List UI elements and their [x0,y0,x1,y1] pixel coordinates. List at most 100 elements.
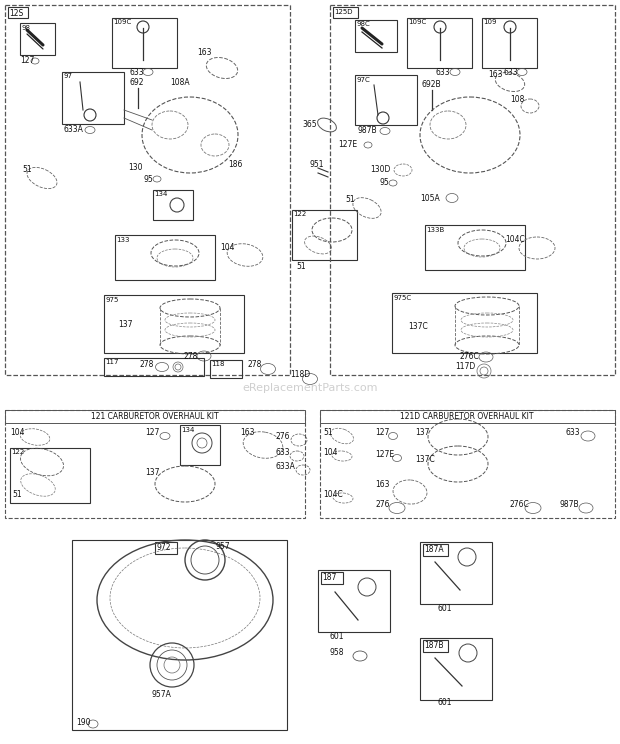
Text: 633: 633 [503,68,518,77]
Text: 104: 104 [10,428,25,437]
Text: 95: 95 [143,175,153,184]
Bar [5,5,290,375]
Text: 109C: 109C [113,19,131,25]
Text: 51: 51 [296,262,306,271]
Text: 187B: 187B [425,641,444,650]
Text: 98C: 98C [356,22,370,28]
Text: 163: 163 [488,70,502,79]
Text: 163: 163 [375,480,389,489]
Bar [407,18,472,68]
Text: 117: 117 [105,359,119,365]
Text: 137C: 137C [415,455,435,464]
Bar [425,225,525,270]
Text: 137: 137 [415,428,430,437]
Text: 108A: 108A [170,78,190,87]
Bar [482,18,537,68]
Bar [10,448,90,503]
Text: 97C: 97C [356,77,370,83]
Text: 137C: 137C [408,322,428,331]
Bar [8,7,28,18]
Text: 130: 130 [128,163,143,172]
Text: 121 CARBURETOR OVERHAUL KIT: 121 CARBURETOR OVERHAUL KIT [91,412,219,421]
Text: 134: 134 [154,191,168,197]
Bar [104,358,204,376]
Text: 276: 276 [375,500,389,509]
Bar [330,5,615,375]
Text: 692B: 692B [422,80,441,89]
Text: 958: 958 [330,648,345,657]
Text: 97: 97 [63,74,73,80]
Text: eReplacementParts.com: eReplacementParts.com [242,383,378,393]
Text: 187A: 187A [425,545,444,554]
Bar [112,18,177,68]
Text: 633: 633 [435,68,449,77]
Text: 95: 95 [380,178,390,187]
Text: 118D: 118D [290,370,310,379]
Text: 972: 972 [156,544,171,553]
Text: 957A: 957A [152,690,172,699]
Text: 276C: 276C [510,500,529,509]
Text: 121D CARBURETOR OVERHAUL KIT: 121D CARBURETOR OVERHAUL KIT [401,412,534,421]
Text: 951: 951 [310,160,324,169]
Text: 122: 122 [12,449,25,455]
Bar [392,293,537,353]
Bar [72,540,287,730]
Text: 108: 108 [510,95,525,104]
Text: 133B: 133B [427,226,445,232]
Text: 51: 51 [12,490,22,499]
Text: 137: 137 [118,320,133,329]
Bar [180,425,220,465]
Text: 601: 601 [330,632,345,641]
Bar [420,638,492,700]
Text: 163: 163 [240,428,254,437]
Bar [321,572,343,584]
Bar [155,542,177,554]
Text: 127: 127 [20,56,34,65]
Text: 109: 109 [484,19,497,25]
Bar [20,23,55,55]
Bar [318,570,390,632]
Text: 109C: 109C [409,19,427,25]
Text: 276: 276 [275,432,290,441]
Text: 105A: 105A [420,194,440,203]
Text: 133: 133 [117,237,130,243]
Text: 98: 98 [22,25,30,31]
Text: 601: 601 [438,604,453,613]
Text: 127E: 127E [338,140,357,149]
Bar [333,7,358,18]
Text: 633: 633 [130,68,144,77]
Bar [104,295,244,353]
Text: 987B: 987B [560,500,580,509]
Text: 276C: 276C [460,352,480,361]
Text: 186: 186 [228,160,242,169]
Text: 104: 104 [220,243,234,252]
Text: 278: 278 [247,360,262,369]
Bar [355,75,417,125]
Text: 122: 122 [293,211,307,217]
Text: 633: 633 [565,428,580,437]
Text: 278: 278 [183,352,197,361]
Bar [320,410,615,518]
Text: 117D: 117D [455,362,476,371]
Bar [62,72,124,124]
Text: 104C: 104C [323,490,343,499]
Text: 104C: 104C [505,235,525,244]
Text: 130D: 130D [370,165,391,174]
Text: 163: 163 [197,48,211,57]
Text: 187: 187 [322,574,337,583]
Bar [423,544,448,556]
Text: 127: 127 [375,428,389,437]
Text: 601: 601 [438,698,453,707]
Bar [355,20,397,52]
Text: 278: 278 [140,360,154,369]
Text: 118: 118 [211,362,225,368]
Text: 12S: 12S [9,8,24,18]
Bar [5,410,305,518]
Text: 190: 190 [76,718,91,727]
Text: 127: 127 [145,428,159,437]
Text: 127E: 127E [375,450,394,459]
Text: 51: 51 [345,195,355,204]
Bar [153,190,193,220]
Text: 134: 134 [182,426,195,432]
Bar [115,235,215,280]
